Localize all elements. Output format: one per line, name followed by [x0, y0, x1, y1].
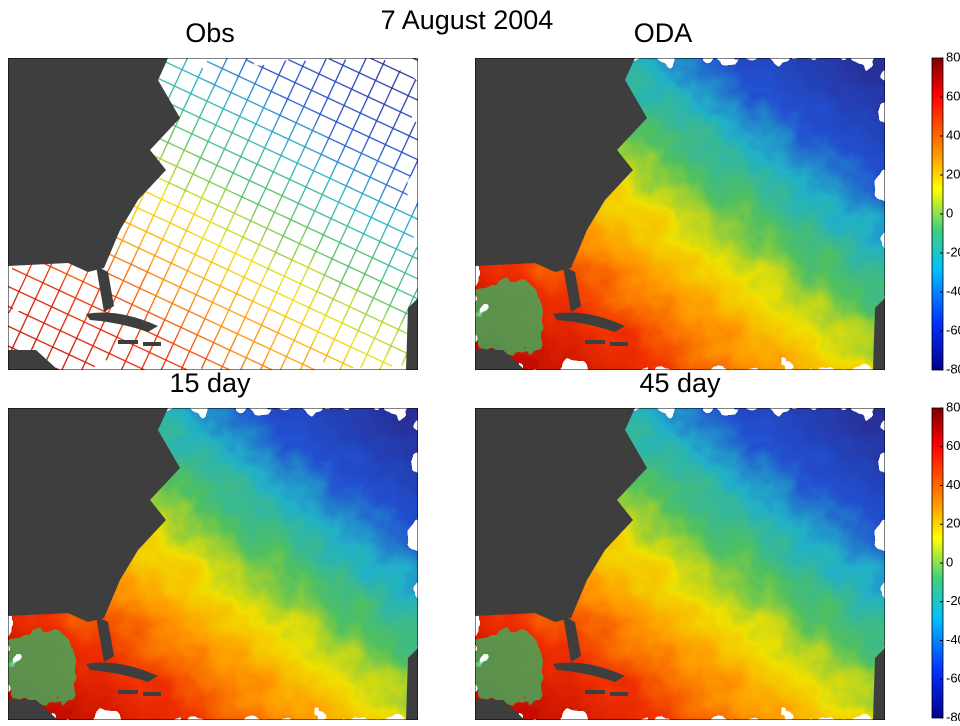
colorbar-tick-label: -40: [946, 283, 960, 298]
panel-title: Obs: [185, 18, 235, 48]
colorbar-tick-label: 20: [946, 166, 960, 181]
map-panel: [8, 58, 418, 370]
colorbar-tick-label: -20: [946, 593, 960, 608]
map-panel: [472, 408, 885, 720]
colorbar-tick-label: -80: [946, 361, 960, 376]
panel-title: 15 day: [169, 368, 251, 398]
colorbar-tick-label: 0: [946, 554, 953, 569]
colorbar-tick-label: -60: [946, 671, 960, 686]
colorbar-tick-label: 0: [946, 205, 953, 220]
model-field: [472, 408, 885, 720]
colorbar-tick-label: 60: [946, 438, 960, 453]
figure-title: 7 August 2004: [381, 5, 554, 35]
colorbar-tick-label: 80: [946, 399, 960, 414]
colorbar-tick-label: -20: [946, 244, 960, 259]
colorbar-tick-label: 20: [946, 516, 960, 531]
panel-title: ODA: [634, 18, 693, 48]
colorbar-tick-label: -60: [946, 322, 960, 337]
map-panel: [5, 408, 418, 720]
colorbar-tick-label: 80: [946, 49, 960, 64]
colorbar-tick-label: -40: [946, 632, 960, 647]
model-field: [5, 408, 418, 720]
colorbar-tick-label: 60: [946, 88, 960, 103]
panel-title: 45 day: [639, 368, 721, 398]
colorbar-tick-label: 40: [946, 477, 960, 492]
map-panel: [472, 58, 885, 370]
colorbar-tick-label: 40: [946, 127, 960, 142]
colorbar-tick-label: -80: [946, 709, 960, 721]
model-field: [472, 58, 885, 370]
